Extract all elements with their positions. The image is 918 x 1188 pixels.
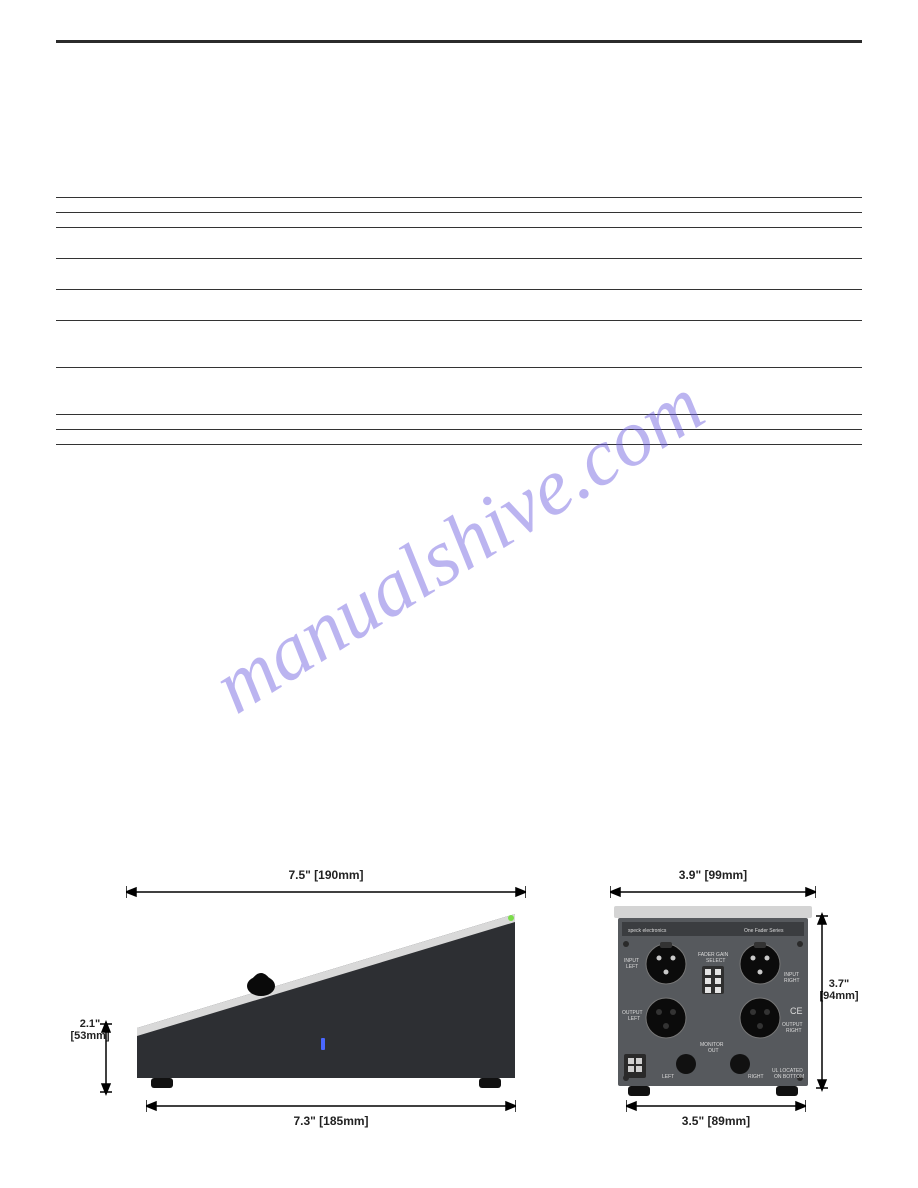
dim-side-left: 2.1" [53mm] [56, 1018, 124, 1042]
svg-text:RIGHT: RIGHT [748, 1074, 764, 1080]
spec-table [56, 183, 862, 445]
svg-text:RIGHT: RIGHT [786, 1028, 802, 1034]
arrow-icon [100, 998, 112, 1098]
page: manualshive.com 7.5" [190mm] [0, 0, 918, 1188]
rear-view: 3.9" [99mm] speck electronics One Fader … [582, 868, 862, 1128]
arrow-icon [816, 912, 828, 1092]
brand-label: speck electronics [628, 928, 667, 934]
arrow-icon [626, 1100, 806, 1112]
svg-text:RIGHT: RIGHT [784, 978, 800, 984]
spec-row [56, 213, 862, 228]
arrow-icon [146, 1100, 516, 1112]
spec-row [56, 430, 862, 445]
spec-row [56, 368, 862, 415]
svg-text:LEFT: LEFT [626, 964, 638, 970]
svg-text:ON BOTTOM: ON BOTTOM [774, 1074, 804, 1080]
svg-text:CE: CE [790, 1006, 803, 1016]
spec-row [56, 228, 862, 259]
device-side-illustration [131, 908, 521, 1098]
spec-row [56, 290, 862, 321]
svg-text:SELECT: SELECT [706, 958, 725, 964]
dim-text: 2.1" [80, 1018, 101, 1030]
side-view: 7.5" [190mm] [56, 868, 546, 1128]
device-rear-illustration: speck electronics One Fader Series INPUT… [614, 906, 812, 1098]
spec-row [56, 198, 862, 213]
dim-text: 3.7" [829, 978, 850, 990]
dim-side-top: 7.5" [190mm] [126, 868, 526, 882]
figures: 7.5" [190mm] [56, 868, 862, 1128]
dim-rear-bottom: 3.5" [89mm] [626, 1114, 806, 1128]
spec-row [56, 415, 862, 430]
top-rule [56, 40, 862, 43]
dim-side-bottom: 7.3" [185mm] [146, 1114, 516, 1128]
spec-row [56, 259, 862, 290]
svg-text:LEFT: LEFT [662, 1074, 674, 1080]
spec-row [56, 183, 862, 198]
dim-rear-top: 3.9" [99mm] [610, 868, 816, 882]
series-label: One Fader Series [744, 928, 784, 934]
arrow-icon [126, 886, 526, 898]
svg-text:OUT: OUT [708, 1048, 719, 1054]
svg-text:LEFT: LEFT [628, 1016, 640, 1022]
arrow-icon [610, 886, 816, 898]
spec-row [56, 321, 862, 368]
